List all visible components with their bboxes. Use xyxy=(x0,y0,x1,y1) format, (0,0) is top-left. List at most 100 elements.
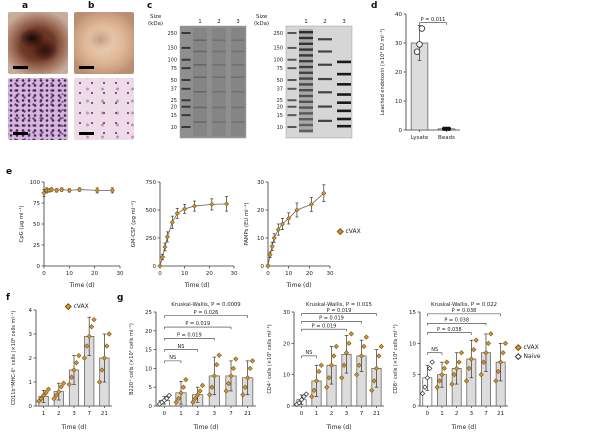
svg-text:0: 0 xyxy=(426,411,430,417)
legend-label-cvax: cVAX xyxy=(73,303,89,310)
svg-text:1: 1 xyxy=(315,411,319,417)
svg-text:0: 0 xyxy=(399,128,403,134)
svg-text:1: 1 xyxy=(179,411,183,417)
chart-cd8-cells: 0 5 10 15 0 1 2 3 7 21 CD8⁺ cells (×10⁴ cells ml⁻¹… xyxy=(393,302,509,431)
svg-text:100: 100 xyxy=(30,180,41,186)
svg-text:NS: NS xyxy=(178,344,185,350)
scale-bar xyxy=(79,66,94,69)
svg-text:30: 30 xyxy=(327,271,334,277)
svg-text:20: 20 xyxy=(395,70,402,76)
panel-e-letter: e xyxy=(6,167,13,177)
svg-text:0: 0 xyxy=(149,404,153,410)
svg-text:P = 0.019: P = 0.019 xyxy=(185,321,210,327)
svg-text:100: 100 xyxy=(273,58,283,64)
chart-cpg-release: 0 25 50 75 100 0 10 20 30 CpG (µg ml⁻¹) Time (d) xyxy=(18,180,124,289)
svg-text:Time (d): Time (d) xyxy=(60,424,86,431)
legend-item-cvax: cVAX xyxy=(515,344,541,351)
svg-text:PAMPs (EU ml⁻¹): PAMPs (EU ml⁻¹) xyxy=(243,202,250,245)
svg-text:25: 25 xyxy=(277,98,283,104)
chart-cd11b-mhcii-cells: 0 1 2 3 4 1 2 3 7 21 CD11b⁺MHC-II⁺ cells (×10⁶ cel… xyxy=(11,308,112,431)
svg-text:3: 3 xyxy=(29,332,33,338)
svg-text:Leached endotoxin (×10² EU ml⁻: Leached endotoxin (×10² EU ml⁻¹) xyxy=(380,29,386,115)
svg-text:P = 0.038: P = 0.038 xyxy=(444,317,469,323)
svg-text:50: 50 xyxy=(33,222,40,228)
legend-label-naive: Naive xyxy=(523,353,541,360)
svg-text:CD8⁺ cells (×10⁴ cells ml⁻¹): CD8⁺ cells (×10⁴ cells ml⁻¹) xyxy=(393,324,399,393)
naive-open-diamond-icon xyxy=(515,353,522,360)
svg-text:75: 75 xyxy=(33,201,40,207)
svg-text:P = 0.019: P = 0.019 xyxy=(327,308,352,314)
svg-text:20: 20 xyxy=(277,105,283,111)
svg-text:0: 0 xyxy=(287,404,291,410)
svg-text:10: 10 xyxy=(285,271,292,277)
svg-text:CpG (µg ml⁻¹): CpG (µg ml⁻¹) xyxy=(18,206,25,243)
svg-text:Time (d): Time (d) xyxy=(68,282,94,289)
svg-text:37: 37 xyxy=(277,87,283,93)
svg-text:40: 40 xyxy=(395,12,402,18)
svg-text:10: 10 xyxy=(171,125,177,131)
svg-text:10: 10 xyxy=(181,271,188,277)
svg-text:10: 10 xyxy=(395,99,402,105)
svg-text:Time (d): Time (d) xyxy=(285,282,311,289)
svg-text:10: 10 xyxy=(283,373,290,379)
svg-text:21: 21 xyxy=(244,411,251,417)
svg-text:750: 750 xyxy=(146,180,157,186)
scale-bar xyxy=(13,66,28,69)
svg-text:NS: NS xyxy=(431,347,438,353)
svg-text:1: 1 xyxy=(304,19,308,25)
svg-text:21: 21 xyxy=(497,411,504,417)
svg-text:20: 20 xyxy=(145,329,152,335)
scale-bar xyxy=(79,132,94,135)
svg-text:Kruskal-Wallis, P = 0.022: Kruskal-Wallis, P = 0.022 xyxy=(431,302,497,308)
svg-text:2: 2 xyxy=(57,411,61,417)
legend-item-cvax: cVAX xyxy=(337,228,361,235)
cvax-diamond-icon xyxy=(515,344,522,351)
svg-text:50: 50 xyxy=(277,78,283,84)
svg-text:(kDa): (kDa) xyxy=(254,21,269,27)
chart-pamps-release: 0 10 20 30 0 10 20 30 PAMPs (EU ml⁻¹) Time (d) xyxy=(243,180,334,289)
svg-text:0: 0 xyxy=(266,271,270,277)
svg-text:2: 2 xyxy=(330,411,334,417)
svg-text:Kruskal-Wallis, P = 0.0009: Kruskal-Wallis, P = 0.0009 xyxy=(171,302,240,308)
svg-text:250: 250 xyxy=(167,31,177,37)
panel-a-letter: a xyxy=(22,1,29,11)
svg-text:30: 30 xyxy=(117,271,124,277)
svg-text:10: 10 xyxy=(145,366,152,372)
svg-text:P = 0.019: P = 0.019 xyxy=(177,333,202,339)
svg-text:100: 100 xyxy=(167,58,177,64)
svg-text:150: 150 xyxy=(167,46,177,52)
svg-text:3: 3 xyxy=(342,19,346,25)
svg-text:Time (d): Time (d) xyxy=(192,424,218,431)
svg-text:1: 1 xyxy=(29,380,33,386)
svg-text:250: 250 xyxy=(273,31,283,37)
svg-text:CD4⁺ cells (×10⁵ cells ml⁻¹): CD4⁺ cells (×10⁵ cells ml⁻¹) xyxy=(267,324,273,393)
svg-text:P = 0.019: P = 0.019 xyxy=(319,316,344,322)
legend-g: cVAX Naive xyxy=(515,344,541,360)
svg-text:Size: Size xyxy=(150,14,162,20)
svg-text:B220⁺ cells (×10⁵ cells ml⁻¹): B220⁺ cells (×10⁵ cells ml⁻¹) xyxy=(129,323,135,395)
tissue-photo-a xyxy=(8,12,68,74)
svg-text:Time (d): Time (d) xyxy=(325,424,351,431)
svg-text:P = 0.038: P = 0.038 xyxy=(452,308,477,314)
legend-f: cVAX xyxy=(65,303,89,310)
svg-text:30: 30 xyxy=(257,180,264,186)
svg-text:GM-CSF (pg ml⁻¹): GM-CSF (pg ml⁻¹) xyxy=(130,201,137,247)
svg-text:(kDa): (kDa) xyxy=(148,21,163,27)
svg-text:30: 30 xyxy=(231,271,238,277)
svg-text:30: 30 xyxy=(395,41,402,47)
svg-text:Kruskal-Wallis, P = 0.015: Kruskal-Wallis, P = 0.015 xyxy=(306,302,372,308)
svg-text:7: 7 xyxy=(484,411,488,417)
svg-text:5: 5 xyxy=(149,385,153,391)
svg-text:1: 1 xyxy=(42,411,46,417)
panel-g-letter: g xyxy=(117,293,124,303)
svg-text:0: 0 xyxy=(261,264,265,270)
legend-item-naive: Naive xyxy=(515,353,541,360)
svg-text:7: 7 xyxy=(360,411,364,417)
svg-text:30: 30 xyxy=(283,310,290,316)
svg-text:0: 0 xyxy=(29,404,33,410)
svg-text:Beads: Beads xyxy=(438,135,455,141)
histology-image-a xyxy=(8,78,68,140)
svg-text:Time (d): Time (d) xyxy=(183,282,209,289)
chart-leached-endotoxin: 0 10 20 30 40 Lysate Beads Leached endotoxin (×… xyxy=(380,12,460,141)
